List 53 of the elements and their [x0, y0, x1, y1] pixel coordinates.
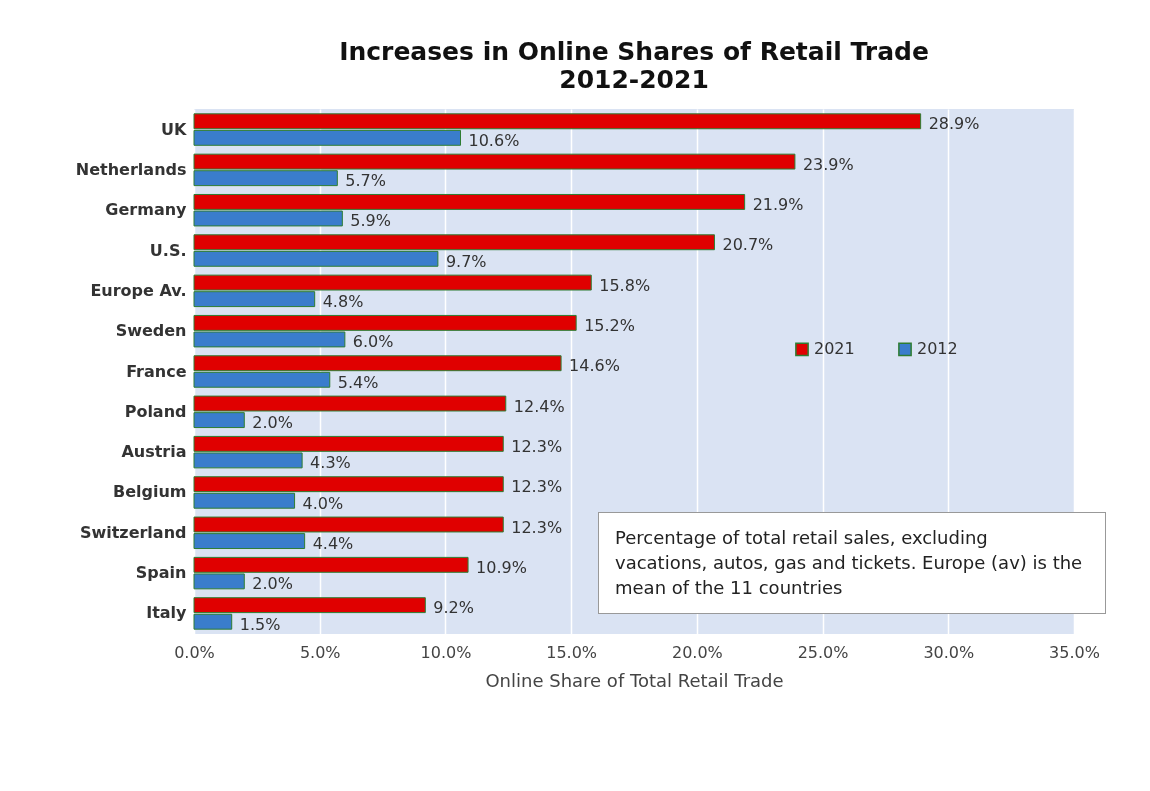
data-label: 5.7% [345, 171, 386, 191]
data-label: 9.7% [445, 251, 487, 271]
y-tick-label: Italy [146, 603, 188, 623]
data-label: 1.5% [239, 614, 281, 634]
data-label: 10.9% [476, 557, 527, 577]
y-tick-label: Netherlands [75, 159, 187, 179]
legend-label: 2012 [917, 339, 958, 359]
x-tick-label: 35.0% [1049, 642, 1100, 662]
x-tick-label: 30.0% [923, 642, 975, 662]
data-label: 15.8% [599, 275, 651, 295]
x-tick-label: 20.0% [671, 642, 723, 662]
data-label: 5.4% [337, 372, 379, 392]
chart-title: Increases in Online Shares of Retail Trade [339, 37, 929, 66]
data-label: 5.9% [350, 211, 391, 231]
data-label: 28.9% [928, 114, 980, 134]
data-label: 2.0% [252, 413, 293, 433]
y-tick-label: Sweden [115, 321, 187, 341]
data-label: 15.2% [584, 315, 635, 335]
x-axis-title: Online Share of Total Retail Trade [485, 669, 784, 691]
data-label: 20.7% [722, 235, 774, 255]
y-tick-label: Europe Av. [90, 280, 187, 300]
y-tick-label: France [126, 361, 187, 381]
data-label: 4.0% [302, 493, 344, 513]
data-label: 21.9% [752, 194, 804, 214]
y-tick-label: Switzerland [79, 522, 187, 542]
note-box: Percentage of total retail sales, excluding vacations, autos, gas and tickets. Europe (av) is the mean of the 11 countries [598, 512, 1106, 614]
legend-label: 2021 [814, 339, 855, 359]
y-tick-label: Germany [105, 200, 188, 220]
y-tick-label: Poland [124, 401, 187, 421]
x-tick-label: 15.0% [546, 642, 598, 662]
x-tick-label: 25.0% [797, 642, 849, 662]
data-label: 9.2% [433, 598, 474, 618]
chart-subtitle: 2012-2021 [559, 65, 709, 94]
data-label: 12.3% [511, 436, 563, 456]
y-tick-label: Austria [121, 442, 187, 462]
data-label: 12.3% [511, 477, 563, 497]
data-label: 4.8% [322, 292, 364, 312]
data-label: 12.4% [513, 396, 565, 416]
y-tick-label: UK [161, 119, 188, 139]
data-label: 4.3% [310, 453, 351, 473]
data-label: 6.0% [352, 332, 394, 352]
y-tick-label: Belgium [112, 482, 187, 502]
data-label: 23.9% [802, 154, 854, 174]
data-label: 2.0% [252, 574, 293, 594]
x-tick-label: 0.0% [174, 642, 215, 662]
x-tick-label: 5.0% [299, 642, 341, 662]
y-tick-label: U.S. [149, 240, 187, 260]
data-label: 10.6% [468, 130, 520, 150]
y-tick-label: Spain [135, 563, 187, 583]
data-label: 12.3% [511, 517, 563, 537]
x-tick-label: 10.0% [420, 642, 472, 662]
data-label: 14.6% [569, 356, 620, 376]
data-label: 4.4% [312, 534, 354, 554]
